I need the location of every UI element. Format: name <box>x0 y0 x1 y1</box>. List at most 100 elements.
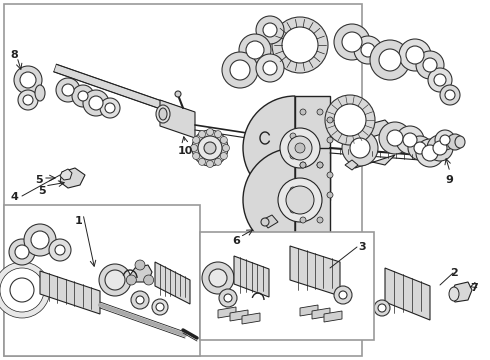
Circle shape <box>290 153 296 159</box>
Circle shape <box>272 17 328 73</box>
Circle shape <box>198 158 205 165</box>
Circle shape <box>317 109 323 115</box>
Text: 5: 5 <box>38 186 46 196</box>
Bar <box>4 205 200 356</box>
Polygon shape <box>54 64 191 119</box>
Circle shape <box>317 217 323 223</box>
Polygon shape <box>355 120 395 142</box>
Circle shape <box>2 270 42 310</box>
Circle shape <box>416 139 444 167</box>
Circle shape <box>215 158 221 165</box>
Circle shape <box>126 275 136 285</box>
Circle shape <box>403 133 417 147</box>
Text: 10: 10 <box>178 146 194 156</box>
Circle shape <box>440 85 460 105</box>
Circle shape <box>31 231 49 249</box>
Circle shape <box>342 32 362 52</box>
Circle shape <box>370 40 410 80</box>
Circle shape <box>222 52 258 88</box>
Circle shape <box>334 104 366 136</box>
Circle shape <box>325 95 375 145</box>
Circle shape <box>300 162 306 168</box>
Ellipse shape <box>156 105 170 123</box>
Polygon shape <box>345 160 358 170</box>
Circle shape <box>406 46 424 64</box>
Bar <box>4 4 362 356</box>
Circle shape <box>55 245 65 255</box>
Circle shape <box>379 122 411 154</box>
Circle shape <box>198 136 222 160</box>
Circle shape <box>230 60 250 80</box>
Circle shape <box>334 24 370 60</box>
Circle shape <box>295 143 305 153</box>
Circle shape <box>263 61 277 75</box>
Text: 1: 1 <box>75 216 83 226</box>
Polygon shape <box>130 265 152 282</box>
Circle shape <box>105 270 125 290</box>
Circle shape <box>0 262 50 318</box>
Text: 7: 7 <box>470 283 478 293</box>
Circle shape <box>447 134 463 150</box>
Circle shape <box>49 239 71 261</box>
Polygon shape <box>324 311 342 322</box>
Bar <box>200 232 374 340</box>
Circle shape <box>290 207 296 213</box>
Bar <box>295 96 330 200</box>
Circle shape <box>416 51 444 79</box>
Bar <box>295 148 330 252</box>
Polygon shape <box>290 246 340 296</box>
Circle shape <box>105 103 115 113</box>
Polygon shape <box>234 256 269 297</box>
Ellipse shape <box>449 287 459 301</box>
Text: 4: 4 <box>10 192 18 202</box>
Text: 6: 6 <box>232 236 240 246</box>
Circle shape <box>334 286 352 304</box>
Circle shape <box>206 129 214 135</box>
Circle shape <box>62 84 74 96</box>
Circle shape <box>256 54 284 82</box>
Polygon shape <box>450 282 472 302</box>
Circle shape <box>152 299 168 315</box>
Circle shape <box>219 289 237 307</box>
Circle shape <box>414 142 426 154</box>
Circle shape <box>191 144 197 152</box>
Polygon shape <box>60 169 72 180</box>
Polygon shape <box>155 262 190 304</box>
Circle shape <box>18 90 38 110</box>
Circle shape <box>256 16 284 44</box>
Circle shape <box>78 91 88 101</box>
Circle shape <box>222 144 229 152</box>
Polygon shape <box>242 313 260 324</box>
Polygon shape <box>262 215 278 228</box>
Circle shape <box>23 95 33 105</box>
Circle shape <box>290 133 296 139</box>
Circle shape <box>131 291 149 309</box>
Circle shape <box>317 162 323 168</box>
Circle shape <box>198 131 205 138</box>
Circle shape <box>300 162 306 168</box>
Circle shape <box>327 117 333 123</box>
Circle shape <box>387 130 403 146</box>
Circle shape <box>433 141 447 155</box>
Circle shape <box>440 135 450 145</box>
Circle shape <box>300 217 306 223</box>
Circle shape <box>144 275 154 285</box>
Circle shape <box>286 186 314 214</box>
Circle shape <box>89 96 103 110</box>
Polygon shape <box>312 308 330 319</box>
Circle shape <box>215 131 221 138</box>
Circle shape <box>135 260 145 270</box>
Circle shape <box>14 66 42 94</box>
Wedge shape <box>243 96 295 200</box>
Text: 9: 9 <box>445 175 453 185</box>
Circle shape <box>239 34 271 66</box>
Circle shape <box>56 78 80 102</box>
Circle shape <box>263 23 277 37</box>
Polygon shape <box>300 305 318 316</box>
Circle shape <box>434 74 446 86</box>
Circle shape <box>327 137 333 143</box>
Circle shape <box>282 27 318 63</box>
Polygon shape <box>160 100 195 138</box>
Circle shape <box>300 109 306 115</box>
Circle shape <box>408 136 432 160</box>
